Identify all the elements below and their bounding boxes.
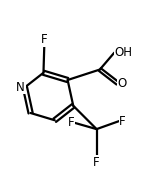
Text: F: F	[119, 115, 126, 128]
Text: N: N	[16, 81, 25, 94]
Text: O: O	[118, 77, 127, 90]
Text: F: F	[67, 116, 74, 129]
Text: OH: OH	[114, 46, 132, 59]
Text: F: F	[41, 33, 48, 46]
Text: F: F	[93, 156, 100, 169]
